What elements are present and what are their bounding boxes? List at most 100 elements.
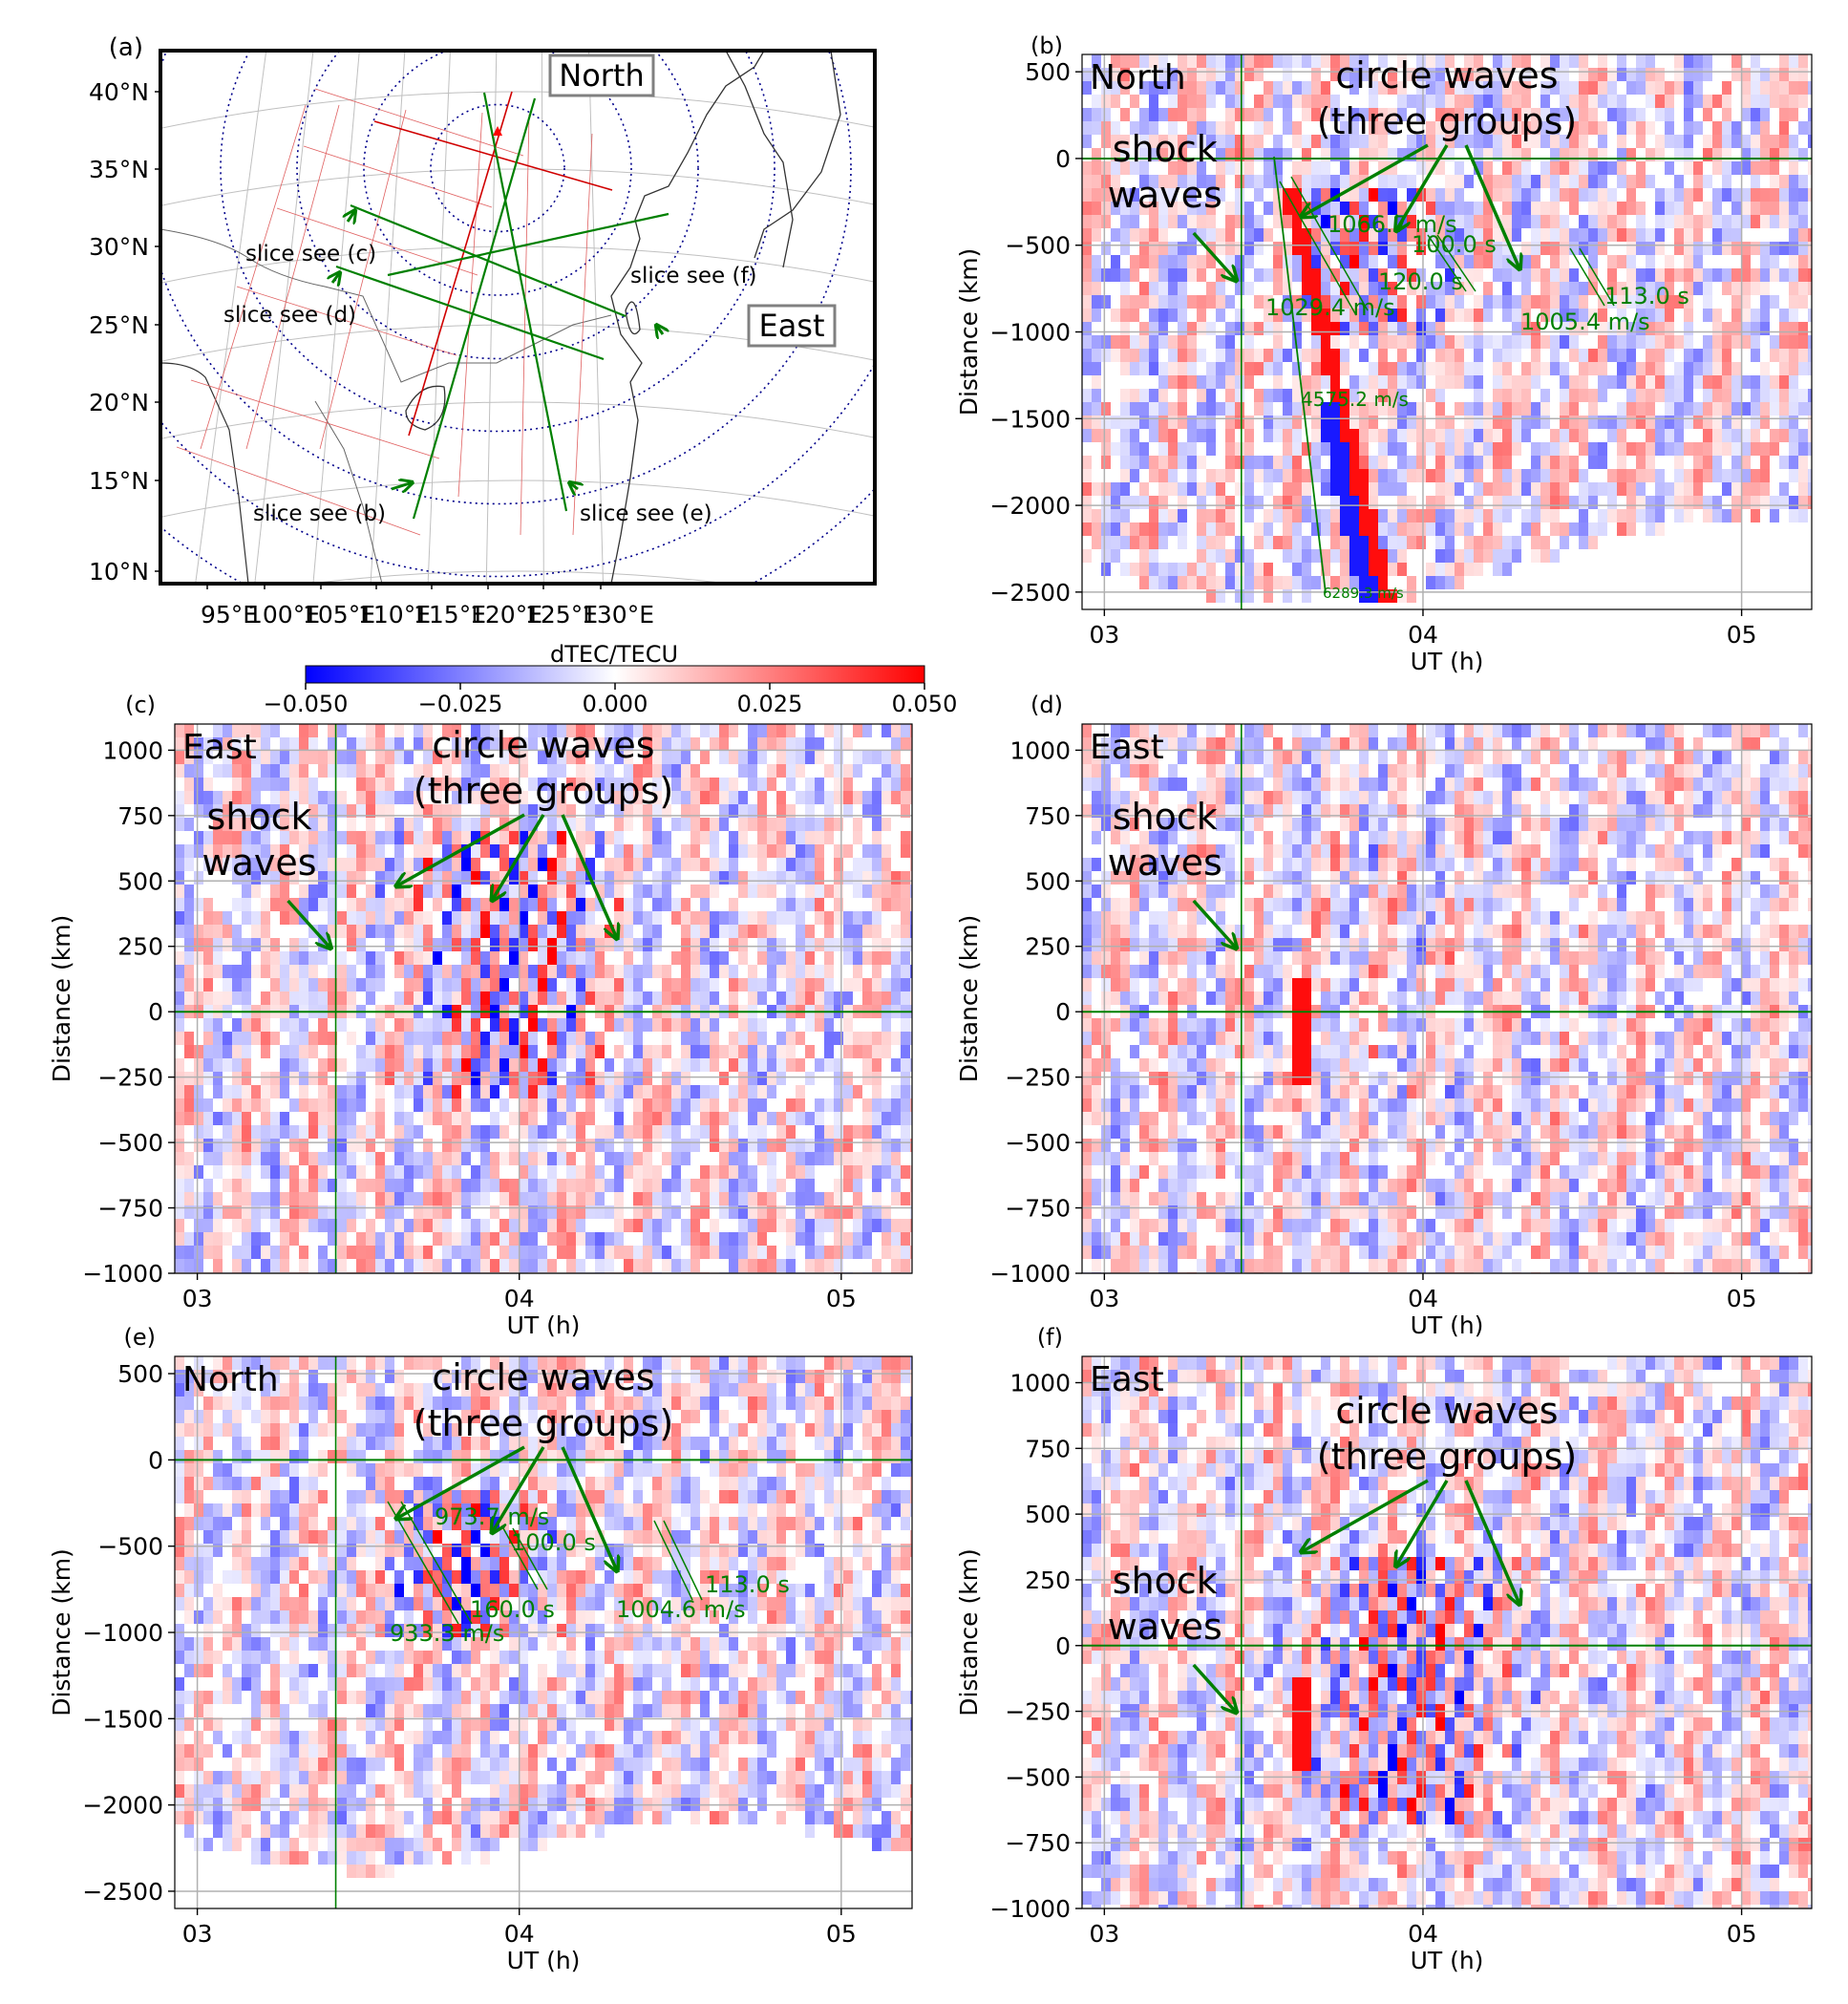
heatmap-cell [242, 1152, 251, 1165]
heatmap-cell [595, 1205, 605, 1219]
heatmap-cell [1607, 188, 1617, 202]
heatmap-cell [1283, 95, 1292, 108]
heatmap-cell [1225, 402, 1235, 416]
heatmap-cell [566, 898, 576, 911]
heatmap-cell [1703, 469, 1712, 482]
heatmap-cell [261, 1112, 270, 1125]
heatmap-cell [1130, 429, 1139, 442]
heatmap-cell [251, 1219, 261, 1232]
heatmap-cell [1321, 402, 1330, 416]
heatmap-cell [347, 844, 356, 858]
heatmap-cell [1540, 228, 1550, 242]
heatmap-cell [1235, 589, 1244, 603]
heatmap-cell [347, 898, 356, 911]
heatmap-cell [891, 1085, 901, 1098]
heatmap-cell [385, 791, 394, 804]
heatmap-cell [1760, 121, 1770, 135]
heatmap-cell [442, 778, 452, 791]
heatmap-cell [1445, 202, 1455, 215]
heatmap-cell [414, 1032, 423, 1045]
heatmap-cell [1206, 389, 1216, 402]
heatmap-cell [1120, 54, 1130, 68]
heatmap-cell [1665, 215, 1674, 228]
heatmap-cell [1626, 482, 1636, 496]
heatmap-cell [1120, 108, 1130, 121]
heatmap-cell [394, 1152, 404, 1165]
heatmap-cell [1349, 175, 1359, 188]
heatmap-cell [1349, 255, 1359, 268]
heatmap-cell [1378, 268, 1388, 282]
heatmap-cell [1302, 108, 1311, 121]
heatmap-cell [1789, 416, 1798, 429]
heatmap-cell [1120, 188, 1130, 202]
heatmap-cell [1378, 469, 1388, 482]
heatmap-cell [719, 965, 729, 978]
heatmap-cell [328, 764, 337, 778]
heatmap-cell [1722, 416, 1731, 429]
heatmap-cell [347, 804, 356, 818]
heatmap-cell [318, 1058, 328, 1072]
heatmap-cell [251, 885, 261, 898]
heatmap-cell [184, 737, 194, 751]
heatmap-cell [1225, 375, 1235, 389]
heatmap-cell [824, 1032, 834, 1045]
heatmap-cell [1560, 282, 1569, 295]
heatmap-cell [585, 1246, 595, 1259]
heatmap-cell [1684, 228, 1693, 242]
heatmap-cell [1178, 161, 1187, 175]
heatmap-cell [1149, 135, 1158, 148]
heatmap-cell [1531, 255, 1540, 268]
heatmap-cell [490, 1058, 499, 1072]
heatmap-cell [1369, 215, 1378, 228]
heatmap-cell [824, 791, 834, 804]
heatmap-cell [872, 978, 882, 991]
heatmap-cell [1674, 402, 1684, 416]
heatmap-cell [538, 858, 547, 871]
heatmap-cell [595, 991, 605, 1005]
map-frame [159, 49, 877, 586]
heatmap-cell [1493, 108, 1502, 121]
heatmap-cell [1149, 362, 1158, 375]
heatmap-cell [280, 1058, 289, 1072]
heatmap-cell [1407, 95, 1416, 108]
heatmap-cell [901, 898, 910, 911]
heatmap-cell [1397, 496, 1407, 509]
heatmap-cell [366, 1018, 375, 1032]
heatmap-cell [786, 1219, 796, 1232]
heatmap-cell [767, 1058, 776, 1072]
heatmap-cell [404, 791, 414, 804]
heatmap-cell [1378, 202, 1388, 215]
heatmap-cell [499, 1072, 509, 1085]
direction-label-north: North [559, 57, 645, 94]
heatmap-cell [528, 1018, 538, 1032]
heatmap-cell [261, 1018, 270, 1032]
heatmap-cell [1722, 322, 1731, 335]
heatmap-cell [1111, 121, 1120, 135]
heatmap-cell [394, 737, 404, 751]
heatmap-cell [1158, 522, 1168, 536]
heatmap-cell [1588, 362, 1598, 375]
heatmap-cell [805, 1139, 815, 1152]
heatmap-cell [1483, 175, 1493, 188]
heatmap-cell [414, 925, 423, 938]
heatmap-cell [1598, 148, 1607, 161]
heatmap-cell [690, 925, 700, 938]
heatmap-cell [1646, 469, 1655, 482]
heatmap-cell [1330, 549, 1340, 563]
heatmap-cell [1731, 429, 1741, 442]
heatmap-cell [223, 1032, 232, 1045]
heatmap-cell [882, 791, 891, 804]
heatmap-cell [471, 1165, 480, 1179]
heatmap-cell [605, 1018, 614, 1032]
heatmap-cell [299, 1085, 308, 1098]
heatmap-cell [748, 1125, 757, 1139]
heatmap-cell [1264, 456, 1273, 469]
heatmap-cell [652, 1018, 662, 1032]
heatmap-cell [547, 751, 557, 764]
heatmap-cell [566, 1072, 576, 1085]
heatmap-cell [566, 1125, 576, 1139]
heatmap-cell [394, 1165, 404, 1179]
heatmap-cell [1540, 549, 1550, 563]
heatmap-cell [1703, 242, 1712, 255]
heatmap-cell [1178, 68, 1187, 81]
